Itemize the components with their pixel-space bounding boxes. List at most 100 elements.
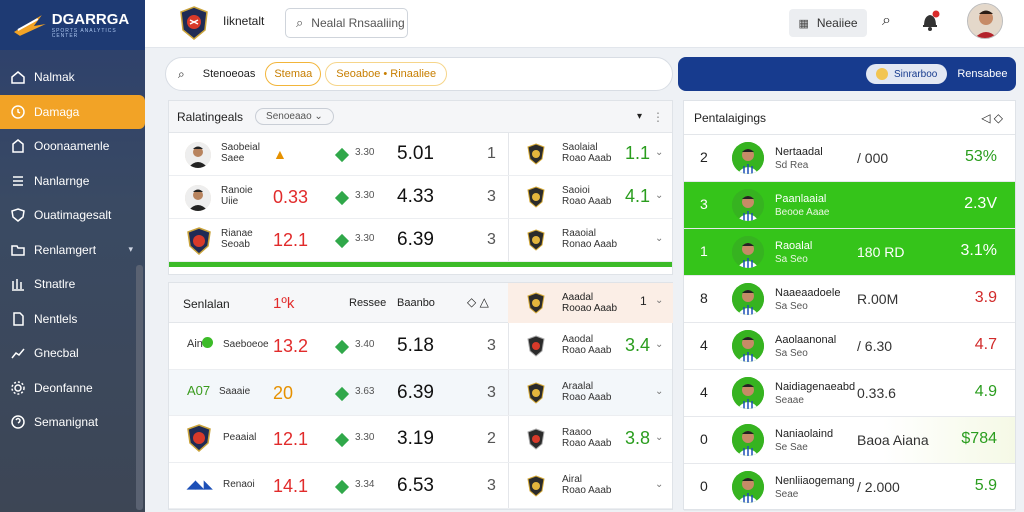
chevron-down-icon[interactable]: ⌄ (655, 432, 664, 443)
rank-number: 0 (700, 478, 708, 494)
search-icon[interactable]: ⌕ (178, 66, 185, 81)
team-code: A07 (187, 382, 211, 398)
sidebar-item-label: Ouatimagesalt (34, 208, 112, 223)
ranking-row[interactable]: 0 Naniaolaind Se Sae Baoa Aiana $784 (684, 417, 1015, 464)
sidebar-item-2[interactable]: Ooonaamenle (0, 129, 145, 164)
filter-pill[interactable]: Seoaboe • Rinaaliee (325, 62, 448, 86)
folder-icon (10, 242, 26, 258)
ranking-row[interactable]: 0 Nenliiaogemang Seae/ 2.000 5.9 (684, 464, 1015, 511)
player-name: Nenliiaogemang Seae (775, 475, 855, 500)
sidebar-item-4[interactable]: Ouatimagesalt (0, 198, 145, 233)
table-row[interactable]: Saobeial Saee ▲ 3.30 5.01 1 Saolaial Roao Aaab 1… (169, 133, 672, 176)
document-icon (10, 311, 26, 327)
sidebar-item-9[interactable]: Deonfanne (0, 371, 145, 406)
score-value: 3.19 (397, 428, 434, 449)
chevron-down-icon[interactable]: ⌄ (655, 385, 664, 397)
odds-icon (334, 339, 350, 355)
bell-icon[interactable] (920, 10, 940, 32)
chevron-down-icon[interactable]: ⌄ (655, 295, 664, 306)
panel-header: Ralatingeals Senoeaao ⌄ ▾ ⋮ (169, 101, 672, 133)
player-avatar (732, 424, 764, 456)
sidebar-item-0[interactable]: Nalmak (0, 60, 145, 95)
ranking-row[interactable]: 2 Nertaadal Sd Rea / 000 53% (684, 135, 1015, 182)
table-row[interactable]: A07 Saaaie 20 3.63 6.39 3 Araalal Roao Aaab ⌄ (169, 369, 672, 416)
sidebar-item-5[interactable]: Renlamgert ▾ (0, 233, 145, 268)
odds-value: 3.63 (355, 385, 375, 397)
sidebar-item-1[interactable]: Damaga (0, 94, 145, 129)
ranking-row[interactable]: 4 Naidiagenaeabd Seaae 0.33.6 4.9 (684, 370, 1015, 417)
search-icon[interactable]: ⌕ (882, 12, 891, 29)
panel-header: Senlalan 1ºk Ressee Baanbo ◇ △ Aaadal Roo… (169, 283, 673, 323)
odds-icon (334, 190, 350, 206)
divider (508, 219, 509, 261)
chevron-down-icon[interactable]: ⌄ (655, 147, 664, 158)
clock-icon (10, 104, 26, 120)
club-badge-icon (527, 186, 545, 208)
divider (508, 369, 509, 415)
player-name: Peaaial (223, 432, 257, 443)
search-input[interactable]: ⌕ Nealal Rnsaaliing (285, 8, 408, 38)
player-avatar (732, 142, 764, 174)
sidebar-scrollbar[interactable] (136, 265, 143, 510)
table-row[interactable]: Rianae Seoab 12.1 3.30 6.39 3 Raaoial Ronao Aaa… (169, 219, 672, 262)
team-crest-icon (187, 424, 211, 453)
progress-bar (169, 261, 672, 267)
league-pill[interactable]: Sinrarboo (866, 64, 948, 84)
sidebar-item-label: Renlamgert (34, 242, 97, 257)
odds-icon (334, 233, 350, 249)
sidebar-item-8[interactable]: Gnecbal (0, 336, 145, 371)
player-name: Rianae Seoab (221, 228, 253, 250)
club-name: Aaadal Rooao Aaab (562, 292, 618, 314)
score-value: 6.39 (397, 381, 434, 403)
chevron-down-icon[interactable]: ⌄ (655, 233, 664, 244)
table-row[interactable]: Ranoie Uiie 0.33 3.30 4.33 3 Saoioi Roao Aaab 4.… (169, 176, 672, 219)
more-icon[interactable]: ⋮ (652, 109, 664, 124)
player-score: 4.9 (974, 383, 997, 400)
matches-panel: Ralatingeals Senoeaao ⌄ ▾ ⋮ Saobeial Saee… (168, 100, 673, 275)
club-name: Araalal Roao Aaab (562, 380, 612, 403)
club-badge-icon (527, 335, 545, 357)
table-row[interactable]: Ain Saeboeoe 13.2 3.40 5.18 3 Aaodal Roao Aaab 3… (169, 323, 672, 370)
rank-number: 8 (700, 290, 708, 306)
table-row[interactable]: ◢◣◣ Renaoi 14.1 3.34 6.53 3 Airal Roao Aaab ⌄ (169, 462, 672, 509)
rank-value: 2 (487, 430, 496, 447)
status-dot (202, 337, 213, 348)
sidebar-item-10[interactable]: Semanignat (0, 405, 145, 440)
chevron-down-icon[interactable]: ⌄ (655, 190, 664, 201)
navigation-arrows-icon[interactable]: ◁ ◇ (981, 110, 1003, 125)
team-crest-icon (187, 227, 211, 256)
league-label[interactable]: Rensabee (957, 68, 1008, 80)
odds-icon (334, 479, 350, 494)
player-name: Saaaie (219, 385, 251, 397)
page-title: Iiknetalt (223, 14, 265, 28)
score-value: 4.33 (397, 186, 434, 207)
chevron-down-icon[interactable]: ⌄ (655, 478, 664, 490)
sidebar-item-3[interactable]: Nanlarnge (0, 164, 145, 199)
divider (508, 323, 509, 369)
ranking-row[interactable]: 8 Naaeaadoele Sa Seo R.00M 3.9 (684, 276, 1015, 323)
ranking-row[interactable]: 4 Aaolaanonal Sa Seo / 6.30 4.7 (684, 323, 1015, 370)
shield-icon (10, 207, 26, 223)
chevron-down-icon: ▾ (128, 244, 133, 255)
sidebar: DGARRGA SPORTS ANALYTICS CENTER Nalmak Dam… (0, 0, 145, 512)
panel-header: Pentalaigings ◁ ◇ (684, 101, 1015, 135)
app-logo[interactable]: DGARRGA SPORTS ANALYTICS CENTER (0, 0, 145, 50)
avatar[interactable] (967, 3, 1003, 39)
chevron-down-icon[interactable]: ▾ (636, 111, 642, 122)
building-icon (10, 138, 26, 154)
sidebar-item-7[interactable]: Nentlels (0, 302, 145, 337)
table-row[interactable]: Peaaial 12.1 3.30 3.19 2 Raaoo Roao Aaab 3.8 ⌄ (169, 416, 672, 463)
ranking-row[interactable]: 3 Paanlaaial Beooe Aaae 2.3V (684, 182, 1015, 229)
sort-icon[interactable]: ◇ △ (467, 295, 489, 309)
panel-select[interactable]: Senoeaao ⌄ (255, 108, 334, 125)
rating-value: 3.4 (625, 335, 651, 355)
filter-pill[interactable]: Stemaa (265, 62, 322, 86)
sidebar-item-6[interactable]: Stnatlre (0, 267, 145, 302)
divider (508, 176, 509, 218)
chevron-down-icon[interactable]: ⌄ (655, 339, 664, 350)
club-badge-icon (527, 143, 545, 165)
odds-value: 3.30 (355, 190, 375, 201)
notice-button[interactable]: ▦ Neaiiee (789, 9, 867, 37)
ranking-row[interactable]: 1 Raoalal Sa Seo 180 RD 3.1% (684, 229, 1015, 276)
player-score: 3.9 (974, 289, 997, 306)
